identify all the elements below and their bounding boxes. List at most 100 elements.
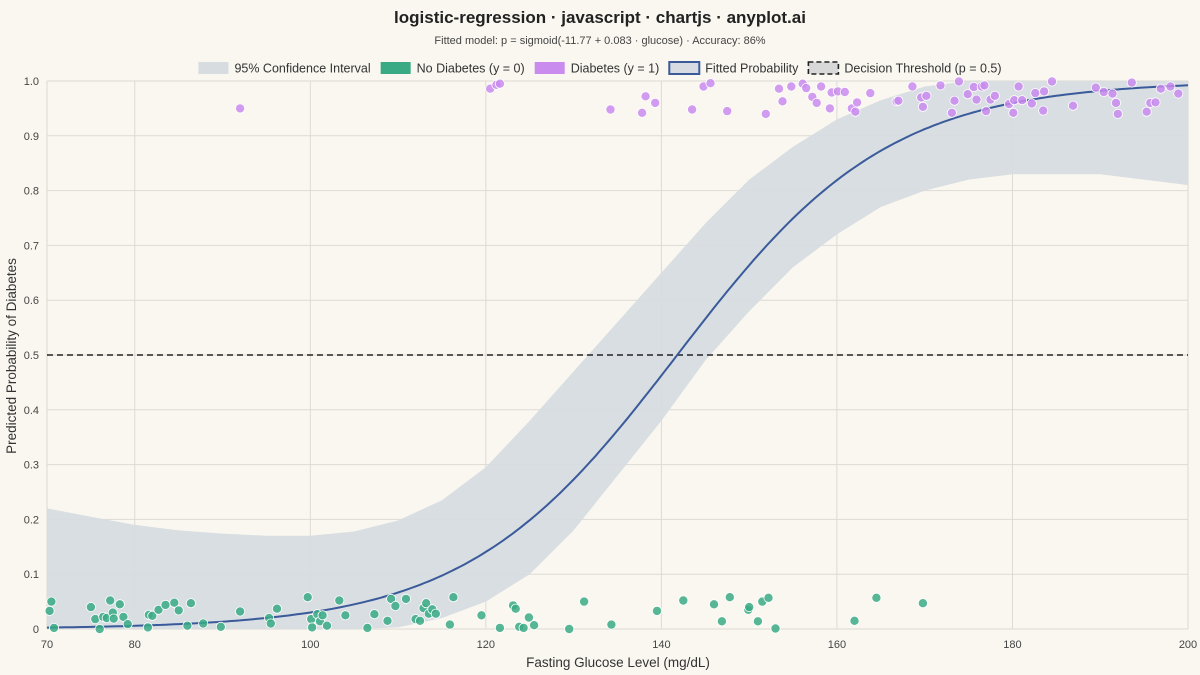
diabetes-point [1026,98,1037,109]
no-diabetes-point [108,613,119,624]
no-diabetes-point [49,622,60,633]
diabetes-point [705,78,716,89]
no-diabetes-point [606,619,617,630]
no-diabetes-point [652,605,663,616]
no-diabetes-point [321,620,332,631]
diabetes-point [962,89,973,100]
diabetes-point [1155,83,1166,94]
no-diabetes-point [142,622,153,633]
legend-label: Fitted Probability [705,62,799,76]
no-diabetes-point [340,610,351,621]
y-tick-label: 0.1 [24,569,39,581]
no-diabetes-point [724,592,735,603]
no-diabetes-point [362,622,373,633]
y-tick-label: 0.5 [24,350,39,362]
diabetes-point [811,97,822,108]
diabetes-point [1068,100,1079,111]
legend-swatch [380,62,411,74]
legend-label: Diabetes (y = 1) [571,62,660,76]
legend-label: No Diabetes (y = 0) [417,62,525,76]
x-axis-label: Fasting Glucose Level (mg/dL) [526,655,710,670]
no-diabetes-point [85,602,96,613]
y-tick-label: 0.8 [24,186,39,198]
fitted-probability-curve [46,84,1189,629]
no-diabetes-point [763,592,774,603]
no-diabetes-point [215,621,226,632]
x-tick-label: 140 [652,639,670,651]
no-diabetes-point [118,611,129,622]
legend-item-diabetes: Diabetes (y = 1) [534,62,660,76]
diabetes-point [1165,81,1176,92]
y-tick-label: 0.7 [24,240,39,252]
no-diabetes-point [105,595,116,606]
diabetes-point [774,83,785,94]
y-tick-label: 0.4 [24,405,39,417]
diabetes-point [1008,107,1019,118]
no-diabetes-point [444,619,455,630]
diabetes-point [971,94,982,105]
y-tick-label: 0 [33,624,39,636]
no-diabetes-point [265,618,276,629]
diabetes-point [1141,106,1152,117]
no-diabetes-point [523,612,534,623]
no-diabetes-point [510,603,521,614]
diabetes-point [1098,87,1109,98]
diabetes-point [981,106,992,117]
no-diabetes-point [114,599,125,610]
no-diabetes-point [744,602,755,613]
diabetes-point [235,103,246,114]
no-diabetes-point [518,622,529,633]
diabetes-point [1107,88,1118,99]
x-tick-label: 100 [301,639,319,651]
no-diabetes-point [678,595,689,606]
no-diabetes-point [871,592,882,603]
x-tick-label: 200 [1179,639,1197,651]
no-diabetes-point [382,615,393,626]
diabetes-point [637,107,648,118]
no-diabetes-point [369,609,380,620]
diabetes-point [949,95,960,106]
diabetes-point [852,97,863,108]
diabetes-point [989,90,1000,101]
no-diabetes-point [173,605,184,616]
legend-swatch [198,62,229,74]
no-diabetes-point [160,599,171,610]
diabetes-point [946,107,957,118]
no-diabetes-point [709,599,720,610]
legend-swatch [534,62,565,74]
legend-item-threshold: Decision Threshold (p = 0.5) [807,61,1002,76]
y-tick-label: 0.9 [24,131,39,143]
diabetes-point [1150,97,1161,108]
diabetes-point [917,101,928,112]
no-diabetes-point [46,596,57,607]
fitted-curve-layer [46,84,1189,629]
legend-item-no_diabetes: No Diabetes (y = 0) [380,62,525,76]
no-diabetes-point [302,592,313,603]
legend-swatch [668,61,701,75]
diabetes-point [921,90,932,101]
diabetes-point [839,87,850,98]
no-diabetes-point [400,593,411,604]
diabetes-point [1017,95,1028,106]
x-tick-label: 80 [129,639,141,651]
no-diabetes-point [770,623,781,634]
x-tick-label: 120 [477,639,495,651]
no-diabetes-point [529,620,540,631]
diabetes-point [1111,97,1122,108]
y-tick-label: 0.3 [24,460,39,472]
no-diabetes-point [94,624,105,635]
legend-item-fitted: Fitted Probability [668,61,799,76]
no-diabetes-point [494,622,505,633]
diabetes-point [605,104,616,115]
legend-label: 95% Confidence Interval [234,62,370,76]
no-diabetes-point [307,622,318,633]
no-diabetes-point [917,598,928,609]
no-diabetes-point [235,606,246,617]
no-diabetes-point [421,598,432,609]
legend-label: Decision Threshold (p = 0.5) [844,62,1001,76]
x-tick-label: 180 [1003,639,1021,651]
diabetes-point [650,97,661,108]
y-tick-label: 0.2 [24,514,39,526]
data-points-layer [44,76,1184,635]
